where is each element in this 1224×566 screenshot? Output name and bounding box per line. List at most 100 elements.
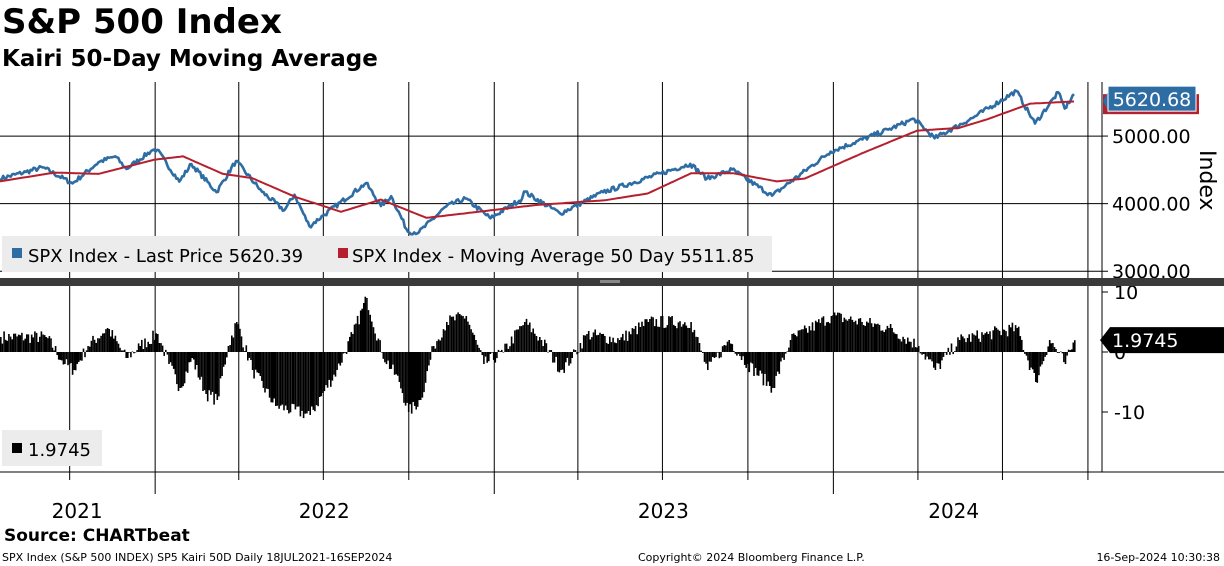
kairi-bar [247,352,249,361]
kairi-bar [157,334,159,352]
kairi-bar [729,343,732,352]
kairi-bar [1022,350,1025,352]
kairi-bar [553,352,556,363]
kairi-bar [765,352,768,386]
kairi-bar [494,352,497,363]
kairi-bar [832,315,834,352]
kairi-bar [835,315,837,352]
kairi-bar [974,335,977,352]
kairi-bar [992,330,994,352]
kairi-bar [1036,352,1039,383]
kairi-y-tick-label: 10 [1114,282,1138,304]
kairi-bar [905,343,907,352]
kairi-bar [145,347,148,352]
kairi-bar [888,328,890,352]
kairi-bar [563,352,565,373]
kairi-bar [404,352,407,406]
kairi-bar [459,314,461,352]
kairi-bar [446,322,448,352]
kairi-bar [291,352,293,404]
kairi-bar [78,352,80,362]
kairi-bar [933,352,935,368]
kairi-bar [655,319,658,352]
kairi-bar [924,352,927,360]
kairi-bar [347,341,349,352]
kairi-bar [507,348,510,352]
kairi-bar [73,352,75,370]
kairi-bar [688,328,691,352]
kairi-bar [437,339,440,352]
kairi-bar [139,346,141,352]
kairi-bar [481,352,484,356]
x-axis-year-label: 2024 [928,499,979,523]
kairi-bar [713,352,716,358]
kairi-bar [1027,352,1029,361]
kairi-bar [242,347,244,352]
kairi-bar [387,352,389,361]
kairi-bar [312,352,315,410]
kairi-bar [1067,349,1070,352]
kairi-bar [224,352,226,365]
kairi-bar [13,333,15,352]
kairi-bar [1000,335,1002,352]
kairi-bar [672,324,675,352]
kairi-bar [211,352,214,392]
kairi-bar [336,352,338,370]
kairi-bar [960,334,962,352]
kairi-bar [447,325,450,352]
kairi-bar [921,352,923,355]
kairi-bar [361,308,363,352]
kairi-bar [428,352,430,366]
kairi-bar [612,337,614,352]
kairi-bar [270,352,272,403]
kairi-bar [234,323,236,352]
kairi-bar [748,352,751,373]
kairi-bar [768,352,771,386]
kairi-bar [262,352,265,388]
kairi-bar [542,346,544,352]
kairi-bar [194,352,197,370]
kairi-bar [728,340,730,352]
kairi-bar [818,319,820,352]
kairi-bar [669,317,672,352]
kairi-bar [122,350,124,352]
kairi-bar [51,347,54,352]
kairi-bar [682,324,684,352]
kairi-bar [807,332,809,352]
kairi-bar [896,334,898,352]
kairi-bar [421,352,424,398]
kairi-bar [163,352,165,356]
kairi-bar [813,330,815,352]
kairi-bar [843,317,846,352]
kairi-bar [8,334,10,352]
kairi-bar [579,343,582,352]
kairi-bar [720,352,722,358]
kairi-bar [761,352,763,374]
kairi-bar [802,329,804,352]
kairi-bar [3,331,5,352]
kairi-bar [731,344,734,352]
kairi-bar [657,326,659,352]
kairi-bar [478,347,480,352]
kairi-bar [64,352,66,364]
kairi-bar [70,352,72,363]
kairi-bar [529,322,531,352]
kairi-bar [56,352,58,355]
kairi-bar [833,312,836,352]
kairi-bar [947,347,950,352]
kairi-bar [328,352,330,380]
kairi-bar [200,352,203,377]
kairi-bar [512,343,515,352]
kairi-bar [582,335,585,352]
kairi-bar [125,352,127,358]
kairi-bar [392,352,394,365]
kairi-bar [867,322,870,352]
kairi-bar [690,322,692,352]
kairi-bar [534,333,536,352]
kairi-bar [680,326,683,352]
kairi-bar [431,346,433,352]
kairi-bar [1055,349,1057,352]
kairi-bar [646,319,648,352]
kairi-bar [1033,352,1035,373]
kairi-bar [1061,352,1064,354]
